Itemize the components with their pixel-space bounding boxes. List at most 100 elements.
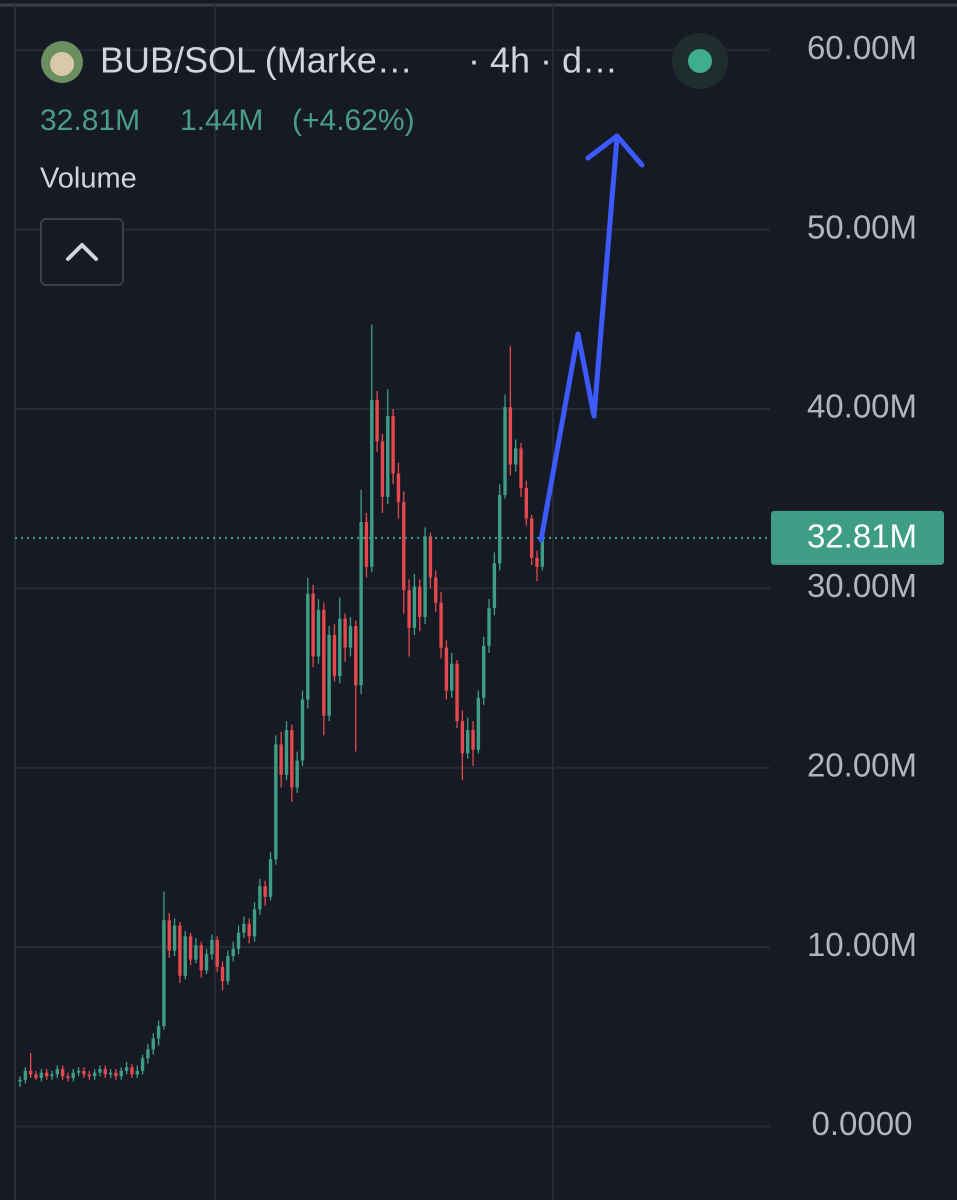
candle-body xyxy=(76,1070,81,1073)
candle-body xyxy=(135,1070,139,1075)
candle-body xyxy=(252,909,257,937)
candle-body xyxy=(306,593,310,700)
candle-body xyxy=(396,473,401,503)
candle-body xyxy=(34,1074,38,1079)
candles xyxy=(18,324,545,1087)
candle-body xyxy=(343,618,347,648)
candle-body xyxy=(444,647,449,691)
candle-body xyxy=(215,939,219,967)
arrow-head xyxy=(585,133,645,168)
candle-body xyxy=(519,448,523,488)
chevron-icon xyxy=(66,243,98,261)
candle-body xyxy=(471,730,475,750)
candle-body xyxy=(428,536,433,578)
candle-body xyxy=(423,536,427,618)
collapse-button[interactable] xyxy=(40,218,124,286)
candle-body xyxy=(108,1072,113,1075)
candle-body xyxy=(503,407,507,496)
candle-body xyxy=(439,602,443,648)
candle-body xyxy=(194,945,198,960)
candle-body xyxy=(268,859,273,897)
candle-body xyxy=(455,663,459,722)
candle-body xyxy=(535,557,539,567)
token-icon-face xyxy=(50,52,74,76)
y-tick-label: 50.00M xyxy=(807,208,917,245)
candle-body xyxy=(82,1070,86,1075)
candle-body xyxy=(466,730,470,754)
candle-body xyxy=(348,626,353,648)
candle-body xyxy=(18,1079,22,1082)
candle-body xyxy=(178,925,182,976)
candle-body xyxy=(460,721,465,754)
candle-body xyxy=(98,1069,102,1073)
candle-body xyxy=(492,563,497,609)
y-tick-label: 20.00M xyxy=(807,746,917,783)
candle-body xyxy=(188,936,193,960)
y-tick-label: 10.00M xyxy=(807,926,917,963)
candle-body xyxy=(39,1072,44,1079)
candle-body xyxy=(311,593,315,657)
last-price-label: 32.81M xyxy=(807,518,917,555)
candle-body xyxy=(364,521,369,567)
candle-body xyxy=(375,400,379,442)
candle-body xyxy=(380,441,385,497)
candle-body xyxy=(28,1070,33,1075)
candle-body xyxy=(284,730,289,775)
candle-body xyxy=(242,923,246,933)
candle-body xyxy=(172,925,177,951)
candle-body xyxy=(140,1058,145,1071)
candle-body xyxy=(50,1074,54,1077)
candle-body xyxy=(23,1070,28,1080)
candle-body xyxy=(279,744,283,775)
candle-body xyxy=(540,537,545,567)
legend-value: (+4.62%) xyxy=(292,104,415,137)
drawn-arrow xyxy=(538,135,620,543)
grid xyxy=(15,49,770,1128)
interval: · 4h · d… xyxy=(468,40,618,81)
candle-body xyxy=(300,699,305,761)
candle-body xyxy=(199,945,203,971)
candle-body xyxy=(71,1072,75,1079)
candle-body xyxy=(476,697,481,750)
candle-body xyxy=(391,416,395,474)
candle-body xyxy=(338,618,342,677)
candle-body xyxy=(220,966,225,982)
candle-body xyxy=(322,609,326,716)
candle-body xyxy=(130,1067,134,1075)
candle-body xyxy=(418,586,422,618)
candle-body xyxy=(354,626,358,686)
candle-body xyxy=(87,1074,91,1077)
candle-body xyxy=(412,586,417,628)
candle-body xyxy=(55,1069,60,1075)
candle-body xyxy=(290,730,294,788)
candle-body xyxy=(370,400,374,567)
candle-body xyxy=(167,920,171,951)
symbol: BUB/SOL (Marke… xyxy=(100,40,413,81)
candle-body xyxy=(204,954,209,971)
candle-body xyxy=(66,1076,70,1079)
candle-body xyxy=(482,645,486,698)
y-tick-label: 40.00M xyxy=(807,388,917,425)
candle-body xyxy=(162,920,166,1027)
candle-body xyxy=(316,609,321,657)
candle-body xyxy=(513,448,518,465)
candle-body xyxy=(263,886,267,897)
candle-body xyxy=(156,1026,161,1039)
candle-body xyxy=(236,932,241,949)
overlay: 32.81M xyxy=(15,510,944,565)
candle-body xyxy=(524,487,529,519)
indicator-label: Volume xyxy=(40,163,137,195)
candle-body xyxy=(247,923,251,937)
candle-body xyxy=(359,521,363,686)
candle-body xyxy=(60,1069,65,1077)
candle-body xyxy=(295,760,299,788)
candle-body xyxy=(498,495,502,564)
candle-body xyxy=(434,577,438,603)
candle-body xyxy=(487,608,491,646)
candle-body xyxy=(508,407,513,465)
candle-body xyxy=(327,634,331,716)
last-price-badge xyxy=(771,510,944,565)
candle-body xyxy=(402,502,406,591)
